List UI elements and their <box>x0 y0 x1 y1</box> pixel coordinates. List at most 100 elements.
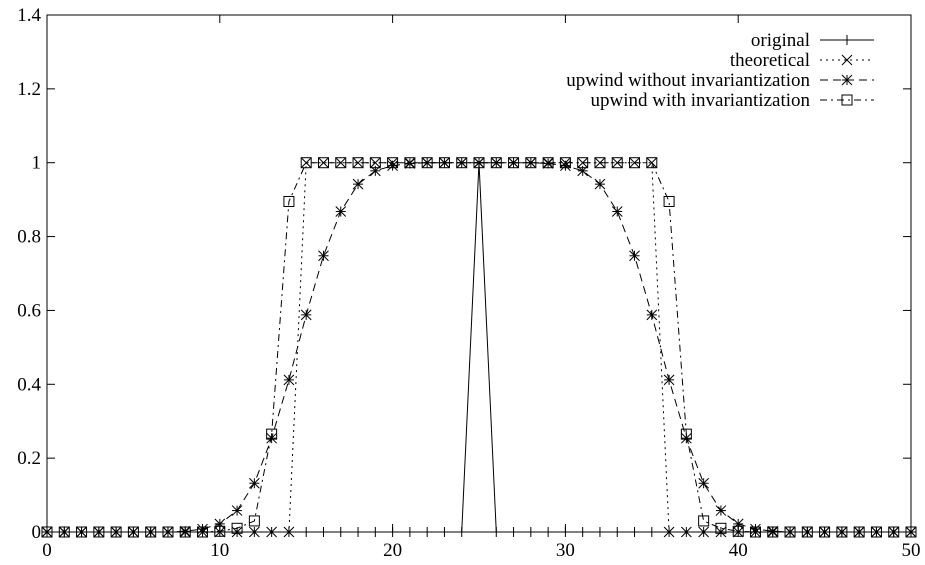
data-point <box>767 526 779 538</box>
data-point <box>352 157 364 169</box>
data-point <box>335 157 347 169</box>
data-point <box>612 527 623 537</box>
data-point <box>560 527 571 537</box>
data-point <box>179 526 191 538</box>
series-line <box>47 162 911 533</box>
series-line <box>47 162 911 533</box>
data-point <box>352 178 364 190</box>
y-tick-label: 1 <box>32 153 42 174</box>
data-point <box>543 527 554 537</box>
data-point <box>559 157 571 169</box>
data-point <box>870 526 882 538</box>
data-point <box>646 309 658 321</box>
data-point <box>318 250 329 262</box>
data-point <box>317 157 329 169</box>
data-point <box>577 527 588 537</box>
data-point <box>525 157 537 169</box>
data-point <box>387 527 398 537</box>
data-point <box>248 515 260 527</box>
data-point <box>438 157 450 169</box>
data-point <box>370 527 381 537</box>
data-point <box>680 428 692 440</box>
series-layer <box>41 157 917 538</box>
y-tick-label: 0 <box>32 522 42 543</box>
data-point <box>663 374 675 386</box>
data-point <box>611 157 623 169</box>
series-line <box>47 162 911 533</box>
data-point <box>283 526 295 538</box>
legend-label: theoretical <box>730 50 810 71</box>
data-point <box>422 527 433 537</box>
data-point <box>318 527 329 537</box>
data-point <box>214 518 226 530</box>
data-point <box>162 526 174 538</box>
series-x <box>41 157 917 538</box>
data-point <box>283 374 295 386</box>
data-point <box>749 526 761 538</box>
data-point <box>387 157 399 169</box>
data-point <box>836 526 848 538</box>
legend-label: upwind without invariantization <box>566 70 810 91</box>
data-point <box>93 526 105 538</box>
data-point <box>439 527 450 537</box>
data-point <box>369 157 381 169</box>
data-point <box>767 525 779 537</box>
data-point <box>197 523 208 535</box>
series-star <box>41 157 917 538</box>
data-point <box>214 525 226 537</box>
data-point <box>888 526 900 538</box>
data-point <box>732 525 744 537</box>
data-point <box>249 477 260 489</box>
data-point <box>421 157 433 169</box>
data-point <box>266 432 277 444</box>
data-point <box>404 527 415 537</box>
data-point <box>629 250 640 262</box>
data-point <box>646 527 657 537</box>
data-point <box>179 525 191 537</box>
data-point <box>750 523 761 535</box>
data-point <box>629 157 641 169</box>
data-point <box>905 526 917 538</box>
y-tick-label: 0.8 <box>17 227 41 248</box>
x-tick-label: 50 <box>902 540 921 561</box>
data-point <box>525 527 536 537</box>
data-point <box>127 526 139 538</box>
data-point <box>715 522 727 534</box>
data-point <box>508 157 520 169</box>
y-tick-label: 0.2 <box>17 448 41 469</box>
legend-marker <box>841 54 853 66</box>
data-point <box>663 195 675 207</box>
data-point <box>681 526 692 538</box>
data-point <box>629 527 640 537</box>
x-tick-label: 30 <box>556 540 575 561</box>
data-point <box>404 157 416 169</box>
data-point <box>819 526 831 538</box>
y-tick-label: 1.4 <box>17 5 41 26</box>
data-point <box>352 157 364 169</box>
data-point <box>715 526 727 538</box>
data-point <box>663 526 675 538</box>
legend-marker <box>841 74 853 86</box>
data-point <box>853 526 865 538</box>
y-tick-label: 0.6 <box>17 300 41 321</box>
y-tick-label: 0.4 <box>17 374 41 395</box>
legend-label: original <box>751 30 810 51</box>
legend-marker <box>841 94 853 106</box>
data-point <box>594 157 606 169</box>
data-point <box>698 477 709 489</box>
data-point <box>335 527 346 537</box>
axis-ticks: 0 0.2 0.4 0.6 0.8 1 1.2 1.4 0 10 20 30 40 50 <box>17 5 920 561</box>
data-point <box>369 157 381 169</box>
data-point <box>577 157 589 169</box>
data-point <box>300 157 312 169</box>
data-point <box>266 526 277 538</box>
data-point <box>508 527 519 537</box>
legend-label: upwind with invariantization <box>590 90 810 111</box>
data-point <box>888 526 900 538</box>
data-point <box>214 526 226 538</box>
data-point <box>594 527 605 537</box>
data-point <box>542 157 554 169</box>
data-point <box>577 157 589 169</box>
